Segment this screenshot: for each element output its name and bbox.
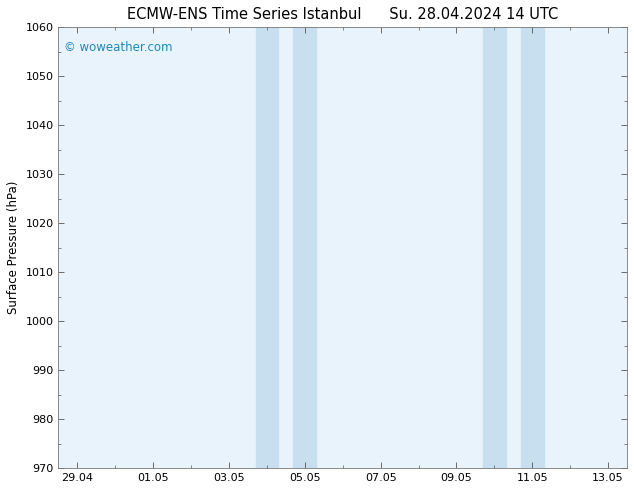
- Text: © woweather.com: © woweather.com: [64, 41, 172, 53]
- Bar: [294, 27, 316, 468]
- Bar: [256, 27, 278, 468]
- Bar: [483, 27, 506, 468]
- Title: ECMW-ENS Time Series Istanbul      Su. 28.04.2024 14 UTC: ECMW-ENS Time Series Istanbul Su. 28.04.…: [127, 7, 559, 22]
- Y-axis label: Surface Pressure (hPa): Surface Pressure (hPa): [7, 181, 20, 315]
- Bar: [521, 27, 544, 468]
